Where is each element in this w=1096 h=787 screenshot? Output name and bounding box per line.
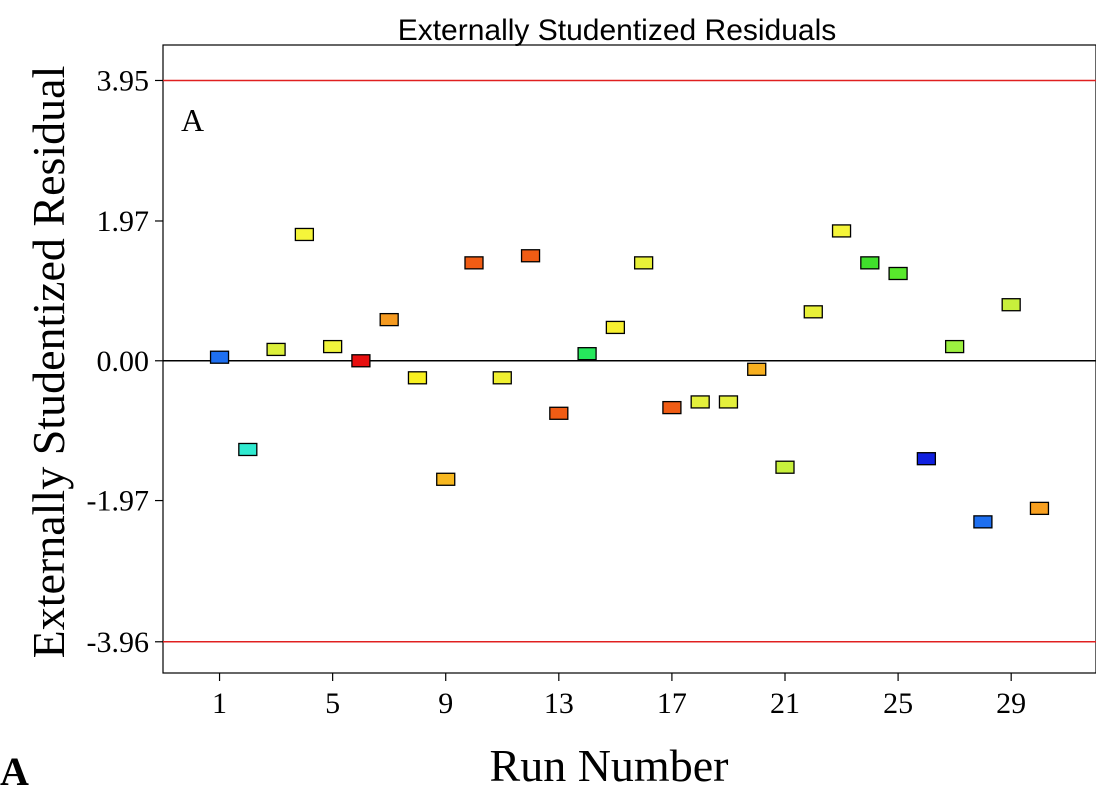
residual-point (718, 395, 739, 409)
residual-point (803, 305, 823, 319)
x-tick-label: 1 (212, 687, 227, 720)
residual-point (831, 224, 852, 238)
x-tick-label: 21 (770, 687, 800, 720)
chart-title: Externally Studentized Residuals (398, 14, 837, 47)
residual-point (294, 227, 315, 242)
residual-point (577, 347, 597, 361)
residual-point (464, 256, 484, 270)
residual-point (1001, 298, 1021, 312)
y-tick-label: 3.95 (97, 64, 150, 97)
plot-frame (162, 44, 1096, 674)
x-tick-label: 25 (883, 687, 913, 720)
x-axis: 1 5 9 13 17 21 25 29 (212, 673, 1026, 720)
residual-point (1029, 501, 1050, 516)
residual-point (944, 339, 965, 354)
panel-label: A (181, 102, 204, 138)
residual-point (407, 371, 428, 385)
residual-point (662, 400, 682, 415)
x-tick-label: 9 (438, 687, 453, 720)
residual-point (379, 312, 399, 327)
residual-point (916, 452, 937, 466)
residual-point (747, 362, 767, 376)
residual-point (775, 460, 795, 474)
figure-label: A (0, 749, 29, 787)
residual-point (605, 320, 626, 335)
residual-point (436, 472, 456, 486)
x-tick-label: 17 (657, 687, 687, 720)
x-tick-label: 5 (325, 687, 340, 720)
data-points (209, 224, 1050, 529)
y-tick-label: 1.97 (97, 205, 150, 238)
residual-point (322, 339, 343, 354)
y-tick-label: -1.97 (87, 485, 150, 518)
residual-point (266, 342, 286, 357)
residual-point (238, 442, 258, 457)
residual-point (860, 256, 880, 270)
residual-point (690, 395, 710, 409)
residual-point (351, 354, 371, 368)
y-axis-title: Externally Studentized Residual (23, 66, 74, 659)
residual-point (973, 515, 993, 529)
residual-point (492, 371, 512, 385)
residual-point (633, 256, 654, 270)
residual-point (520, 249, 541, 263)
x-tick-label: 29 (996, 687, 1026, 720)
y-axis: 3.95 1.97 0.00 -1.97 -3.96 (87, 64, 163, 659)
x-axis-title: Run Number (490, 740, 729, 787)
y-tick-label: 0.00 (97, 345, 150, 378)
x-tick-label: 13 (544, 687, 574, 720)
residual-point (209, 350, 230, 364)
residual-point (888, 266, 908, 281)
residual-point (549, 406, 569, 420)
y-tick-label: -3.96 (87, 626, 150, 659)
